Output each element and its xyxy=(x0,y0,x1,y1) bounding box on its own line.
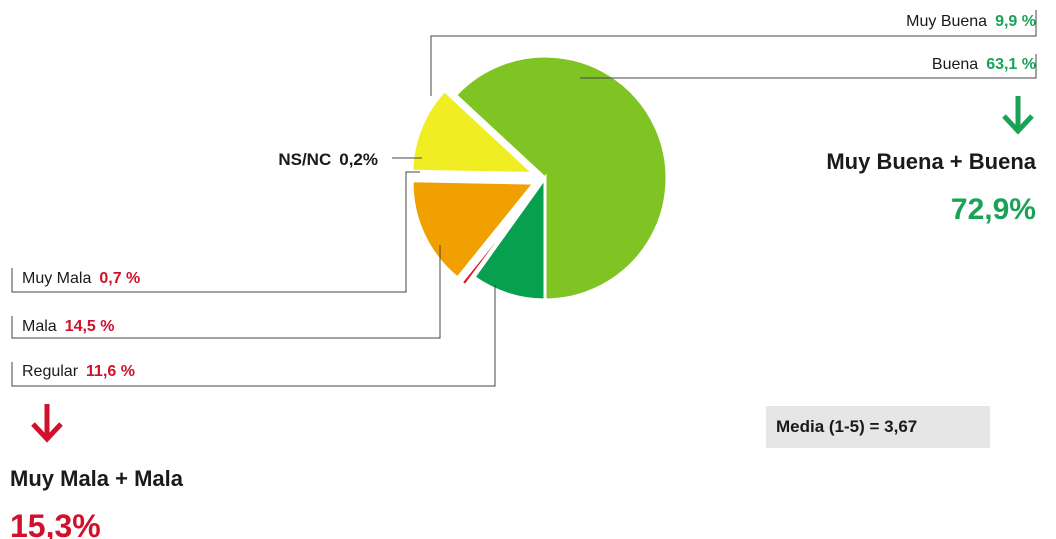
label-muy-buena: Muy Buena 9,9 % xyxy=(906,13,1036,30)
media-text: Media (1-5) = 3,67 xyxy=(776,417,918,436)
pie-slice-muy-buena xyxy=(471,173,547,302)
summary-positive-value: 72,9% xyxy=(951,193,1036,226)
label-mala: Mala 14,5 % xyxy=(22,318,115,335)
arrow-down-icon xyxy=(1002,96,1034,135)
leader-line xyxy=(11,245,441,339)
leader-line xyxy=(11,171,420,293)
summary-positive-label: Muy Buena + Buena xyxy=(826,149,1036,174)
pie-slices xyxy=(410,54,669,302)
label-regular: Regular 11,6 % xyxy=(22,363,135,380)
leader-line xyxy=(11,285,496,387)
label-nsnc: NS/NC 0,2% xyxy=(278,150,378,169)
leader-lines xyxy=(11,10,1037,387)
pie-slice-regular xyxy=(410,88,538,176)
pie-slice-mala xyxy=(410,179,538,281)
label-buena: Buena 63,1 % xyxy=(932,56,1036,73)
media-box: Media (1-5) = 3,67 xyxy=(766,406,990,448)
pie-slice-muy-mala xyxy=(458,186,539,288)
summary-negative-value: 15,3% xyxy=(10,508,101,539)
leader-line xyxy=(580,54,1037,79)
pie-slice-buena xyxy=(453,54,669,302)
summary-negative-label: Muy Mala + Mala xyxy=(10,466,184,491)
label-muy-mala: Muy Mala 0,7 % xyxy=(22,270,140,287)
leader-line xyxy=(430,10,1037,96)
arrow-down-icon xyxy=(31,404,63,443)
